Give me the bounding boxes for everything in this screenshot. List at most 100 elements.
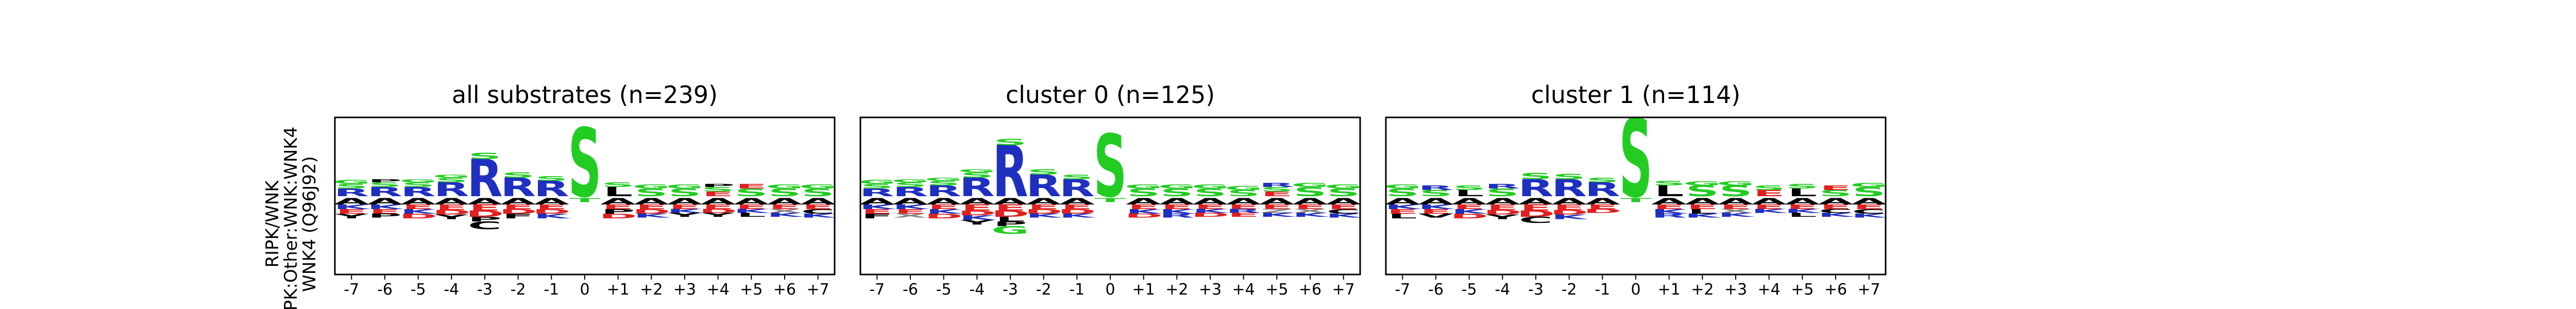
logo-letter-enriched: S	[1060, 174, 1094, 181]
logo-letter-depleted: E	[1787, 203, 1818, 211]
logo-letter-depleted: C	[1819, 208, 1853, 214]
logo-letter-depleted: Y	[1485, 213, 1519, 220]
logo-letter-enriched: G	[1325, 184, 1363, 190]
logo-letter-depleted: A	[734, 197, 770, 207]
logo-letter-depleted: K	[959, 214, 997, 221]
logo-letter-enriched: G	[1684, 181, 1722, 187]
x-tick-label: -7	[344, 281, 359, 299]
logo-letter-depleted: A	[1259, 197, 1295, 207]
logo-letter-enriched: G	[1717, 181, 1755, 187]
x-tick-label: +6	[1824, 281, 1847, 299]
panel-title: all substrates (n=239)	[452, 81, 718, 109]
logo-letter-enriched: S	[1327, 186, 1360, 199]
logo-letter-depleted: K	[1326, 213, 1363, 219]
logo-letter-depleted: E	[769, 203, 800, 211]
logo-letter-depleted: K	[859, 203, 897, 211]
logo-letter-enriched: R	[400, 184, 436, 199]
logo-letter-enriched: L	[1788, 186, 1817, 199]
logo-letter-depleted: E	[1228, 203, 1259, 211]
logo-letter-enriched: L	[1454, 188, 1484, 198]
logo-letter-depleted: F	[861, 213, 893, 220]
logo-letter-depleted: D	[1517, 209, 1555, 219]
logo-letter-depleted: L	[1788, 212, 1817, 218]
logo-letter-enriched: S	[860, 183, 894, 190]
logo-letter-depleted: P	[368, 213, 402, 219]
x-tick-label: -1	[1595, 281, 1610, 299]
logo-letter-depleted: P	[468, 216, 502, 223]
logo-letter-depleted: X	[1718, 208, 1753, 214]
logo-letter-depleted: E	[861, 208, 893, 215]
logo-letter-depleted: C	[468, 219, 502, 232]
logo-letter-depleted: E	[1820, 203, 1851, 211]
x-tick-label: -1	[1069, 281, 1084, 299]
logo-letter-depleted: E	[1720, 203, 1751, 211]
logo-letter-depleted: E	[928, 203, 959, 211]
logo-letter-enriched: S	[468, 151, 502, 161]
x-tick-label: -4	[969, 281, 985, 299]
logo-letter-enriched: G	[799, 184, 837, 190]
x-tick-label: +5	[1265, 281, 1288, 299]
logo-letter-enriched: G	[766, 184, 804, 190]
x-tick-label: -1	[544, 281, 559, 299]
logo-letter-enriched: S	[1160, 186, 1194, 199]
x-tick-label: -5	[936, 281, 952, 299]
logo-letter-enriched: S	[1419, 188, 1453, 198]
logo-letter-depleted: D	[1550, 209, 1588, 216]
logo-letter-enriched: S	[1786, 183, 1819, 190]
logo-letter-depleted: D	[1024, 208, 1062, 215]
logo-letter-enriched: S	[1552, 173, 1586, 181]
logo-letter-enriched: S	[1194, 186, 1227, 199]
logo-letter-depleted: E	[336, 208, 367, 215]
logo-letter-depleted: E	[1520, 203, 1551, 213]
x-tick-label: -3	[477, 281, 493, 299]
logo-letter-depleted: K	[1259, 212, 1297, 218]
logo-letter-enriched: S	[1227, 188, 1260, 198]
logo-letter-enriched: R	[1026, 168, 1061, 203]
logo-letter-depleted: E	[502, 203, 534, 211]
logo-letter-depleted: A	[1418, 197, 1454, 207]
logo-letter-enriched: R	[892, 184, 928, 199]
logo-letter-enriched: E	[1261, 191, 1293, 198]
logo-letter-enriched: R	[1418, 184, 1453, 192]
logo-letter-depleted: A	[1026, 197, 1062, 207]
x-tick-label: +3	[1199, 281, 1222, 299]
logo-panels: all substrates (n=239)RSGRSPRSGRSGRSRSRS…	[333, 81, 1889, 299]
logo-letter-enriched: G	[925, 177, 963, 182]
logo-letter-depleted: E	[1387, 208, 1418, 215]
logo-letter-depleted: K	[1551, 213, 1589, 220]
x-tick-label: +6	[773, 281, 796, 299]
logo-letter-enriched: G	[1291, 182, 1329, 188]
logo-letter-enriched: S	[735, 186, 768, 199]
logo-letter-enriched: R	[334, 186, 369, 199]
logo-letter-depleted: E	[1061, 203, 1093, 211]
logo-letter-depleted: K	[1718, 212, 1755, 218]
logo-letter-depleted: E	[1128, 203, 1159, 211]
logo-letter-enriched: G	[891, 178, 929, 183]
logo-letter-depleted: A	[1518, 197, 1554, 207]
logo-letter-depleted: E	[702, 203, 734, 211]
logo-letter-depleted: A	[1751, 197, 1787, 207]
logo-letter-enriched: R	[859, 186, 895, 199]
x-tick-label: -2	[1562, 281, 1577, 299]
logo-letter-enriched: R	[500, 173, 536, 203]
x-tick-label: +2	[1691, 281, 1714, 299]
logo-letter-enriched: R	[926, 182, 961, 200]
logo-letter-depleted: A	[700, 197, 736, 207]
logo-letter-depleted: P	[601, 208, 635, 215]
logo-letter-depleted: A	[634, 197, 670, 207]
logo-letter-enriched: S	[1094, 117, 1127, 217]
logo-letter-depleted: K	[1126, 208, 1163, 215]
logo-letter-enriched: L	[1654, 182, 1684, 200]
logo-letter-enriched: R	[1518, 175, 1553, 202]
logo-letter-depleted: P	[993, 220, 1027, 228]
logo-letter-enriched: R	[959, 173, 995, 203]
logo-letter-enriched: R	[1059, 175, 1095, 202]
logo-letter-depleted: A	[1551, 197, 1587, 207]
logo-letter-enriched: S	[1260, 186, 1294, 193]
logo-letter-depleted: A	[500, 197, 536, 207]
logo-letter-depleted: K	[634, 213, 671, 219]
x-tick-label: 0	[1105, 281, 1115, 299]
logo-letter-enriched: S	[535, 175, 568, 182]
